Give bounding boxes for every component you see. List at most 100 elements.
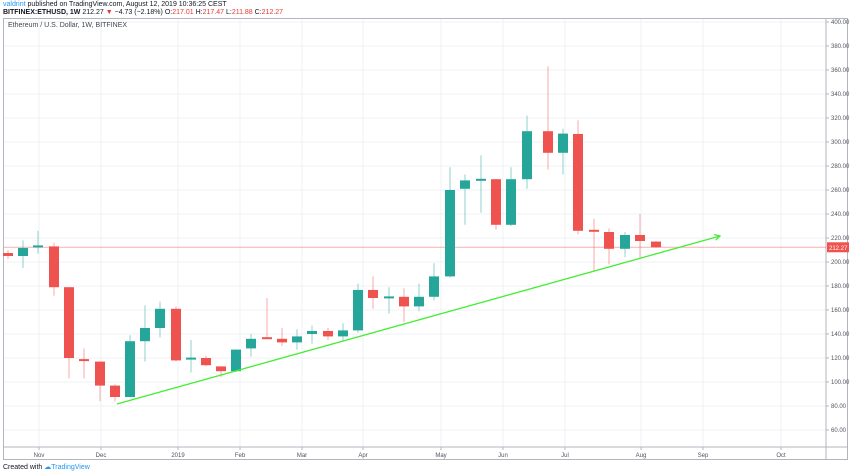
candle-up — [522, 131, 532, 180]
open-label: O: — [164, 9, 173, 16]
publish-info: valdrint published on TradingView.com, A… — [3, 1, 227, 8]
x-tick-label: Jul — [561, 453, 569, 459]
last-price: 212.27 — [82, 9, 104, 16]
low-label: L: — [225, 9, 232, 16]
candle-down — [651, 241, 661, 248]
trendline — [116, 235, 721, 405]
symbol: BITFINEX:ETHUSD, 1W — [3, 9, 81, 16]
y-tick-label: 140.00 — [831, 332, 850, 338]
high-value: 217.47 — [202, 9, 225, 16]
candle-down — [491, 179, 501, 225]
footer: Created with ☁TradingView — [3, 463, 90, 471]
x-tick-label: May — [435, 453, 446, 459]
candle-up — [155, 308, 165, 328]
y-tick-label: 220.00 — [831, 236, 850, 242]
candle-up — [307, 331, 317, 334]
y-tick-label: 340.00 — [831, 92, 850, 98]
candle-up — [231, 349, 241, 372]
y-tick-label: 180.00 — [831, 284, 850, 290]
created-with: Created with — [3, 464, 43, 471]
candle-up — [33, 245, 43, 248]
y-tick-label: 280.00 — [831, 164, 850, 170]
candle-up — [384, 296, 394, 299]
candle-down — [573, 133, 583, 231]
candle-up — [620, 235, 630, 249]
candle-down — [368, 289, 378, 298]
y-tick-label: 260.00 — [831, 188, 850, 194]
candle-up — [429, 276, 439, 297]
candle-down — [262, 337, 272, 340]
candle-down — [3, 253, 13, 256]
y-tick-label: 400.00 — [831, 20, 850, 26]
high-label: H: — [195, 9, 203, 16]
candle-down — [95, 361, 105, 386]
y-tick-label: 360.00 — [831, 68, 850, 74]
y-tick-label: 240.00 — [831, 212, 850, 218]
y-tick-label: 300.00 — [831, 140, 850, 146]
price-change: −4.73 (−2.18%) — [114, 9, 163, 16]
last-price-label: 212.27 — [829, 246, 848, 252]
tradingview-logo-icon: ☁ — [44, 464, 52, 471]
x-tick-label: Sep — [698, 453, 709, 459]
x-tick-label: Dec — [96, 453, 107, 459]
tradingview-link[interactable]: TradingView — [51, 464, 90, 471]
y-tick-label: 80.00 — [831, 404, 847, 410]
candle-down — [635, 235, 645, 241]
candle-down — [543, 131, 553, 153]
candle-down — [399, 296, 409, 307]
author-link[interactable]: valdrint — [3, 1, 26, 8]
candle-up — [506, 179, 516, 225]
candle-up — [292, 336, 302, 343]
y-tick-label: 120.00 — [831, 356, 850, 362]
candle-down — [589, 229, 599, 232]
candle-up — [353, 289, 363, 331]
candle-down — [64, 287, 74, 358]
down-arrow-icon: ▼ — [105, 9, 113, 16]
y-tick-label: 320.00 — [831, 116, 850, 122]
x-tick-label: Oct — [776, 453, 786, 459]
publish-text: published on TradingView.com, August 12,… — [27, 1, 227, 8]
candle-down — [110, 385, 120, 397]
y-tick-label: 160.00 — [831, 308, 850, 314]
candle-up — [338, 330, 348, 337]
close-label: C: — [254, 9, 262, 16]
symbol-info: BITFINEX:ETHUSD, 1W 212.27 ▼ −4.73 (−2.1… — [3, 9, 283, 16]
candle-up — [460, 180, 470, 189]
candle-up — [558, 133, 568, 153]
x-tick-label: Apr — [358, 453, 367, 459]
candle-up — [18, 247, 28, 256]
candle-up — [476, 178, 486, 181]
x-tick-label: Jun — [498, 453, 508, 459]
candle-up — [140, 328, 150, 342]
chart-legend: Ethereum / U.S. Dollar, 1W, BITFINEX — [8, 22, 128, 29]
x-tick-label: Mar — [297, 453, 307, 459]
candle-down — [277, 338, 287, 343]
candle-up — [414, 296, 424, 307]
candle-up — [125, 341, 135, 397]
candle-down — [216, 366, 226, 372]
candle-up — [445, 190, 455, 277]
x-tick-label: Feb — [235, 453, 246, 459]
y-tick-label: 380.00 — [831, 44, 850, 50]
y-tick-label: 200.00 — [831, 260, 850, 266]
x-tick-label: 2019 — [171, 453, 185, 459]
x-tick-label: Aug — [636, 453, 647, 459]
candle-down — [604, 232, 614, 249]
candle-down — [79, 359, 89, 362]
y-tick-label: 60.00 — [831, 428, 847, 434]
low-value: 211.88 — [231, 9, 253, 16]
candle-down — [171, 308, 181, 361]
y-tick-label: 100.00 — [831, 380, 850, 386]
close-value: 212.27 — [261, 9, 284, 16]
x-tick-label: Nov — [34, 453, 45, 459]
open-value: 217.01 — [172, 9, 194, 16]
candle-down — [323, 331, 333, 337]
candle-up — [246, 338, 256, 349]
trendline-arrow-icon — [714, 234, 722, 241]
candle-down — [49, 246, 59, 288]
last-price-badge — [827, 242, 849, 253]
candle-down — [201, 358, 211, 366]
chart-frame — [3, 18, 848, 460]
candle-up — [186, 357, 196, 360]
